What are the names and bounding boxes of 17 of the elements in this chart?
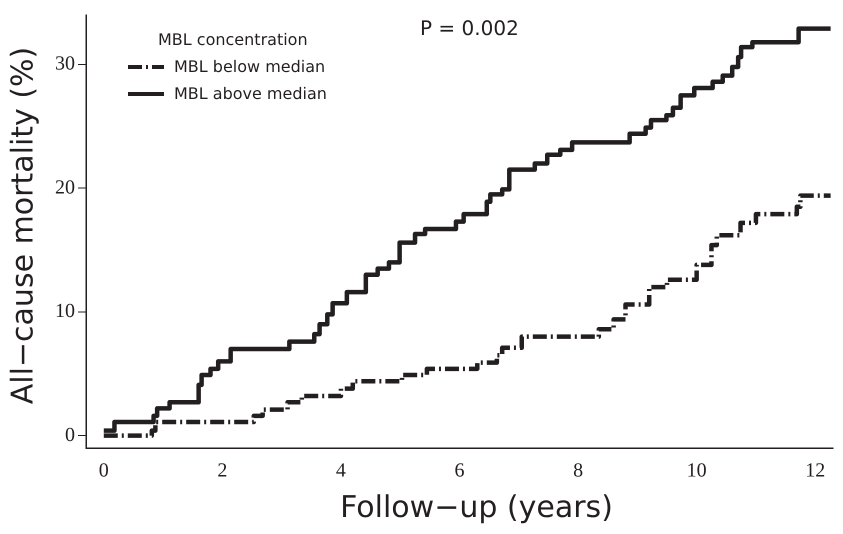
annotation: P = 0.002 — [420, 16, 519, 40]
x-tick-label: 8 — [573, 459, 584, 482]
y-tick-label: 20 — [55, 176, 75, 198]
y-axis-title: All−cause mortality (%) — [6, 46, 41, 404]
legend-label: MBL above median — [174, 84, 327, 103]
y-tick-label: 0 — [65, 424, 75, 446]
x-tick-label: 2 — [217, 459, 228, 482]
y-tick-label: 30 — [55, 52, 75, 75]
x-tick-label: 12 — [805, 459, 826, 482]
legend-title: MBL concentration — [158, 30, 309, 49]
legend-label: MBL below median — [174, 57, 326, 76]
x-tick-label: 0 — [98, 459, 109, 482]
x-tick-label: 10 — [686, 459, 707, 482]
y-tick-label: 10 — [55, 300, 75, 322]
x-axis-title: Follow−up (years) — [339, 490, 614, 525]
x-tick-label: 4 — [336, 459, 346, 482]
x-tick-label: 6 — [454, 459, 464, 482]
